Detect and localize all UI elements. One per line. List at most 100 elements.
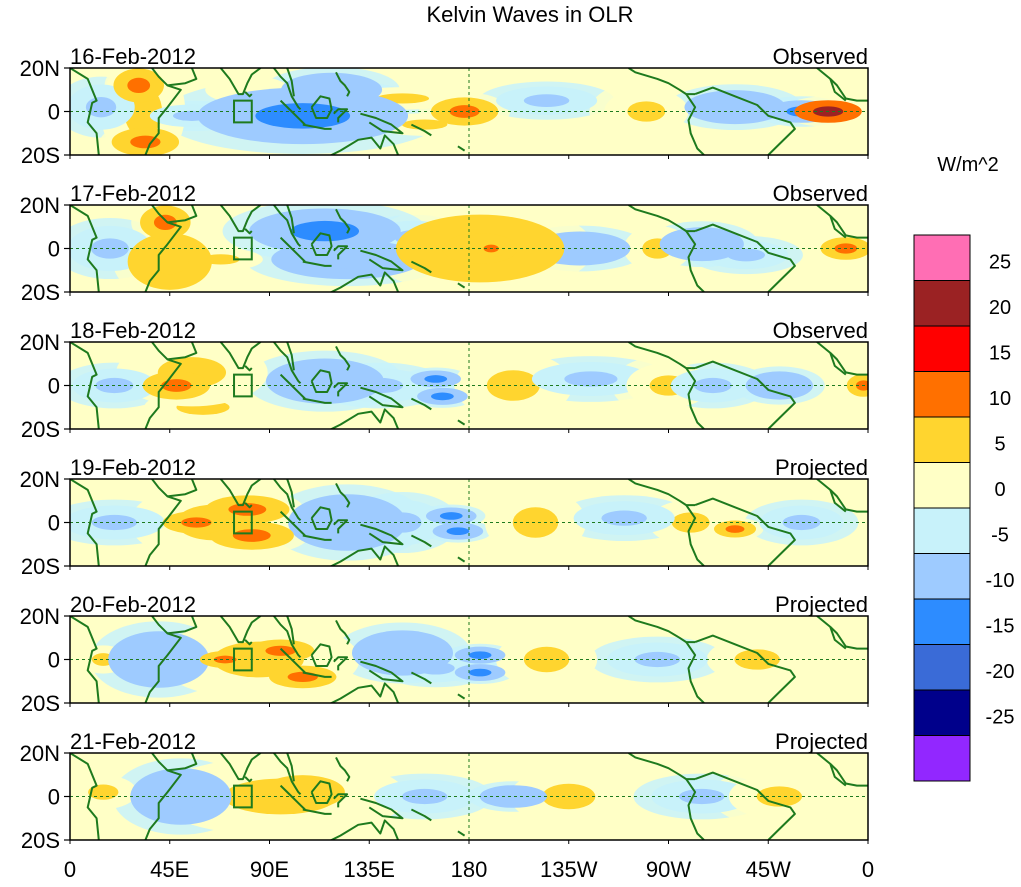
coastline (286, 342, 295, 371)
y-tick-label: 20S (21, 143, 60, 168)
coastline (360, 386, 404, 409)
colorbar-label: -20 (986, 661, 1015, 683)
coastline (70, 68, 100, 155)
anomaly-core (88, 784, 119, 800)
x-tick-label: 0 (64, 857, 76, 882)
x-tick-label: 90W (646, 857, 691, 882)
coastline (279, 510, 306, 537)
coastline (333, 656, 349, 671)
anomaly-core (564, 371, 618, 387)
coastline (279, 99, 306, 126)
coastlines (70, 616, 868, 703)
coastline (694, 86, 796, 155)
panel-status: Observed (773, 44, 868, 69)
coastline (167, 479, 198, 498)
panel-status: Projected (775, 455, 868, 480)
coastline (244, 91, 253, 98)
coastline (816, 479, 868, 513)
anomaly-core (446, 527, 470, 536)
coastline (244, 639, 253, 646)
panel-date: 21-Feb-2012 (70, 729, 196, 754)
colorbar-units: W/m^2 (937, 154, 999, 176)
anomaly-core (712, 99, 758, 115)
panel-status: Projected (775, 592, 868, 617)
colorbar-swatch (913, 462, 971, 509)
colorbar-swatch (913, 507, 971, 554)
coastline (410, 808, 432, 822)
anomaly-core (557, 240, 603, 257)
coastline (333, 245, 349, 260)
y-tick-label: 0 (48, 785, 60, 810)
y-tick-label: 20N (20, 330, 60, 355)
coastline (335, 71, 351, 97)
coastline (329, 271, 400, 292)
coastline (70, 342, 100, 429)
anomaly-field (70, 205, 868, 292)
anomaly-core (468, 651, 492, 659)
x-tick-label: 135E (344, 857, 395, 882)
coastline (335, 482, 351, 508)
coastline (310, 643, 333, 667)
colorbar-swatch (913, 234, 971, 281)
panel-date: 20-Feb-2012 (70, 592, 196, 617)
coastlines (70, 753, 868, 840)
anomaly-core (213, 655, 237, 664)
coastlines (70, 205, 868, 292)
coastline (694, 497, 796, 566)
panel-status: Observed (773, 318, 868, 343)
coastline (335, 345, 351, 371)
coastline (219, 479, 262, 507)
colorbar-swatch (913, 416, 971, 463)
coastline (286, 616, 295, 645)
x-tick-label: 90E (250, 857, 289, 882)
coastline (286, 479, 295, 508)
coastline (310, 232, 333, 256)
anomaly-core (265, 645, 296, 656)
anomaly-core (228, 503, 267, 516)
coastline (70, 753, 100, 840)
coastline (273, 342, 302, 385)
coastline (219, 753, 262, 781)
coastlines (70, 68, 868, 155)
anomaly-core (449, 105, 480, 118)
y-tick-label: 0 (48, 374, 60, 399)
coastline (694, 360, 796, 429)
y-tick-label: 20N (20, 193, 60, 218)
coastline (144, 68, 182, 155)
coastline (816, 616, 868, 650)
anomaly-core (782, 514, 821, 531)
coastline (816, 205, 868, 239)
coastline (829, 78, 847, 102)
anomaly-core (424, 375, 448, 383)
coastline (333, 108, 349, 123)
coastline (816, 342, 868, 376)
coastline (286, 753, 295, 782)
colorbar-label: 25 (989, 252, 1011, 274)
coastline (410, 260, 432, 274)
anomaly-field (70, 68, 868, 155)
panel-date: 18-Feb-2012 (70, 318, 196, 343)
coastline (694, 634, 796, 703)
panel-date: 16-Feb-2012 (70, 44, 196, 69)
coastline (273, 479, 302, 522)
anomaly-core (601, 510, 647, 526)
coastline (829, 626, 847, 650)
anomaly-core (498, 791, 529, 802)
y-tick-label: 0 (48, 100, 60, 125)
coastline (829, 215, 847, 239)
coastline (333, 793, 349, 808)
x-tick-label: 0 (862, 857, 874, 882)
anomaly-core (232, 529, 271, 542)
coastline (360, 797, 404, 820)
coastline (219, 342, 262, 370)
coastline (219, 205, 262, 233)
coastline (144, 342, 182, 429)
coastline (360, 660, 404, 683)
coastline (685, 230, 705, 292)
coastline (144, 479, 182, 566)
coastline (144, 616, 182, 703)
coastline (685, 93, 705, 155)
coastline (279, 236, 306, 263)
colorbar-label: 5 (994, 434, 1005, 456)
coastline (360, 112, 404, 135)
